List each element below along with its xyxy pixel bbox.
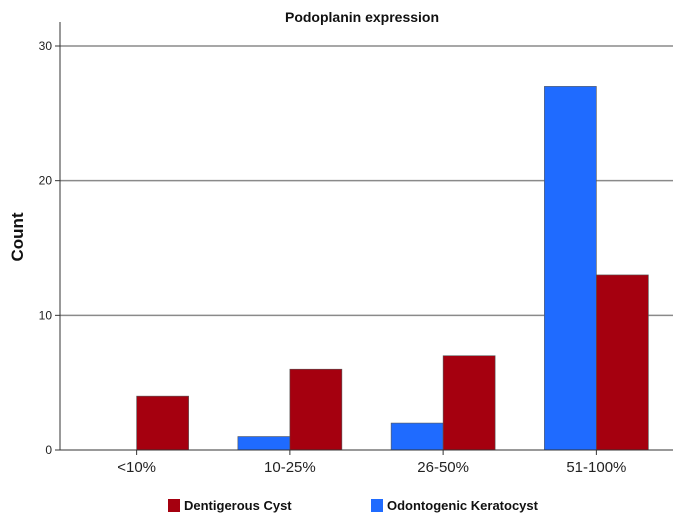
y-tick-label: 0	[45, 443, 52, 457]
bar-odontogenic-keratocyst-3	[544, 86, 597, 451]
legend-label: Odontogenic Keratocyst	[387, 498, 539, 513]
bar-dentigerous-cyst-0	[136, 395, 189, 451]
bars	[136, 86, 649, 451]
chart-title: Podoplanin expression	[285, 9, 439, 25]
axes: 0 10 20 30 <10% 10-25% 26-50% 51-100%	[39, 22, 673, 476]
x-tick-label: 10-25%	[264, 459, 316, 476]
x-tick-label: 26-50%	[417, 459, 469, 476]
bar-odontogenic-keratocyst-2	[390, 422, 444, 451]
legend: Dentigerous Cyst Odontogenic Keratocyst	[168, 498, 539, 513]
legend-swatch-odontogenic-keratocyst	[371, 499, 383, 512]
bar-odontogenic-keratocyst-1	[237, 436, 291, 451]
bar-dentigerous-cyst-3	[596, 274, 649, 451]
bar-dentigerous-cyst-2	[442, 355, 496, 451]
x-tick-label: <10%	[117, 459, 156, 476]
legend-swatch-dentigerous-cyst	[168, 499, 180, 512]
y-tick-label: 10	[39, 308, 53, 322]
y-tick-label: 20	[39, 174, 53, 188]
y-tick-label: 30	[39, 39, 53, 53]
legend-label: Dentigerous Cyst	[184, 498, 292, 513]
x-tick-label: 51-100%	[566, 459, 626, 476]
y-axis-label: Count	[8, 212, 27, 261]
bar-dentigerous-cyst-1	[289, 368, 343, 451]
